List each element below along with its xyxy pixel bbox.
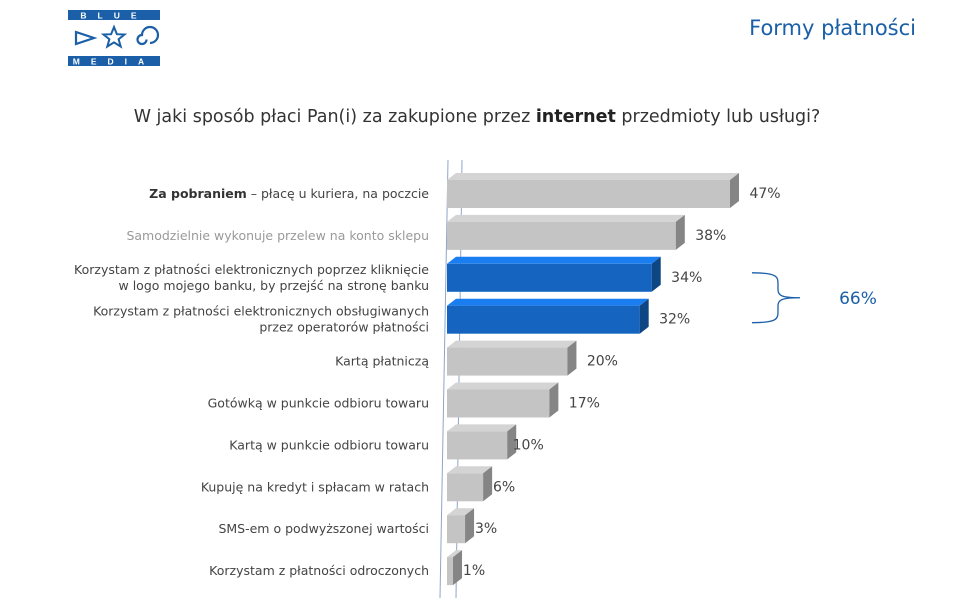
bar-top-face <box>447 173 739 180</box>
page-title: Formy płatności <box>749 16 916 40</box>
value-label-3: 34% <box>671 270 702 286</box>
bar-3 <box>447 256 661 292</box>
category-label-10: Korzystam z płatności odroczonych <box>209 563 429 578</box>
bar-front-face <box>447 515 466 544</box>
bar-side-face <box>453 550 463 586</box>
value-label-1: 47% <box>749 186 780 202</box>
bar-2 <box>447 214 685 250</box>
bar-side-face <box>549 382 559 418</box>
value-label-7: 10% <box>513 437 544 453</box>
bar-4 <box>447 298 649 334</box>
blue-media-logo: BLUE MEDIA <box>68 10 160 66</box>
question-text-post: przedmioty lub usługi? <box>615 107 821 127</box>
bar-top-face <box>447 424 517 432</box>
bar-top-face <box>447 256 661 264</box>
bar-side-face <box>651 256 661 292</box>
bar-front-face <box>447 221 676 250</box>
bar-front-face <box>447 389 550 418</box>
bar-side-face <box>465 508 475 544</box>
bar-front-face <box>447 557 454 586</box>
value-label-10: 1% <box>463 563 485 579</box>
bars-layer <box>439 159 739 599</box>
logo-bottom-text: MEDIA <box>73 56 155 66</box>
category-label-9: SMS-em o podwyższonej wartości <box>218 521 429 536</box>
bar-side-face <box>675 214 685 250</box>
logo-top-text: BLUE <box>80 10 147 20</box>
axis-wall-left <box>439 159 449 599</box>
spiral-icon <box>136 25 160 46</box>
bar-10 <box>447 550 463 586</box>
bar-front-face <box>447 347 568 376</box>
bar-side-face <box>639 298 649 334</box>
bar-top-face <box>447 466 493 474</box>
bar-7 <box>447 424 517 460</box>
bar-top-face <box>447 214 685 222</box>
value-label-9: 3% <box>475 521 497 537</box>
bar-side-face <box>507 424 517 460</box>
value-label-2: 38% <box>695 228 726 244</box>
bar-side-face <box>567 340 577 376</box>
bar-top-face <box>447 340 577 348</box>
bar-side-face <box>483 466 493 502</box>
bar-side-face <box>730 173 739 208</box>
category-label-3: Korzystam z płatności elektronicznych po… <box>74 262 429 293</box>
bar-8 <box>447 466 493 502</box>
survey-question: W jaki sposób płaci Pan(i) za zakupione … <box>0 107 954 127</box>
play-triangle-icon <box>74 30 98 46</box>
bar-9 <box>447 508 475 544</box>
bar-top-face <box>447 550 463 558</box>
value-label-8: 6% <box>493 479 515 495</box>
bar-5 <box>447 340 577 376</box>
star-icon <box>100 24 128 49</box>
bar-top-face <box>447 382 559 390</box>
category-label-8: Kupuję na kredyt i spłacam w ratach <box>201 479 429 494</box>
bar-front-face <box>447 305 640 334</box>
value-labels-layer: 47% 38% 34% 32% 20% 17% 10% 6% 3% 1% <box>463 186 781 579</box>
bar-6 <box>447 382 559 418</box>
bar-top-face <box>447 508 475 516</box>
bracket-layer: 66% <box>751 272 877 324</box>
category-label-5: Kartą płatniczą <box>335 354 429 369</box>
value-label-5: 20% <box>587 354 618 370</box>
category-label-6: Gotówką w punkcie odbioru towaru <box>208 396 429 411</box>
bar-front-face <box>447 180 730 208</box>
bracket-sum-label: 66% <box>839 289 877 309</box>
bar-front-face <box>447 263 652 292</box>
category-label-2: Samodzielnie wykonuje przelew na konto s… <box>126 228 429 243</box>
bar-1 <box>447 173 739 208</box>
question-text-pre: W jaki sposób płaci Pan(i) za zakupione … <box>133 107 536 127</box>
value-label-6: 17% <box>569 396 600 412</box>
bar-front-face <box>447 473 484 502</box>
category-label-1: Za pobraniem – płacę u kuriera, na poczc… <box>149 186 429 201</box>
category-label-4: Korzystam z płatności elektronicznych ob… <box>93 304 429 335</box>
bar-front-face <box>447 431 508 460</box>
category-label-7: Kartą w punkcie odbioru towaru <box>229 437 429 452</box>
value-label-4: 32% <box>659 312 690 328</box>
category-labels-layer: Za pobraniem – płacę u kuriera, na poczc… <box>74 186 429 578</box>
bar-top-face <box>447 298 649 306</box>
question-text-bold: internet <box>535 107 616 127</box>
highlight-bracket <box>751 272 801 324</box>
